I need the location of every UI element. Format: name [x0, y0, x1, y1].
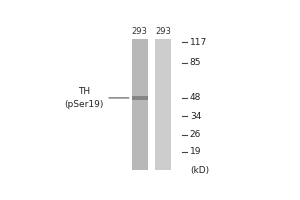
Bar: [155, 39, 171, 170]
Text: 26: 26: [190, 130, 201, 139]
Text: 85: 85: [190, 58, 201, 67]
Text: 19: 19: [190, 147, 201, 156]
Text: 117: 117: [190, 38, 207, 47]
Text: 293: 293: [132, 27, 148, 36]
Text: TH: TH: [78, 87, 90, 96]
Text: 293: 293: [155, 27, 171, 36]
Text: (pSer19): (pSer19): [64, 100, 104, 109]
Bar: [132, 39, 148, 170]
Text: 48: 48: [190, 93, 201, 102]
Text: 34: 34: [190, 112, 201, 121]
Bar: [132, 96, 148, 100]
Text: (kD): (kD): [190, 166, 209, 175]
